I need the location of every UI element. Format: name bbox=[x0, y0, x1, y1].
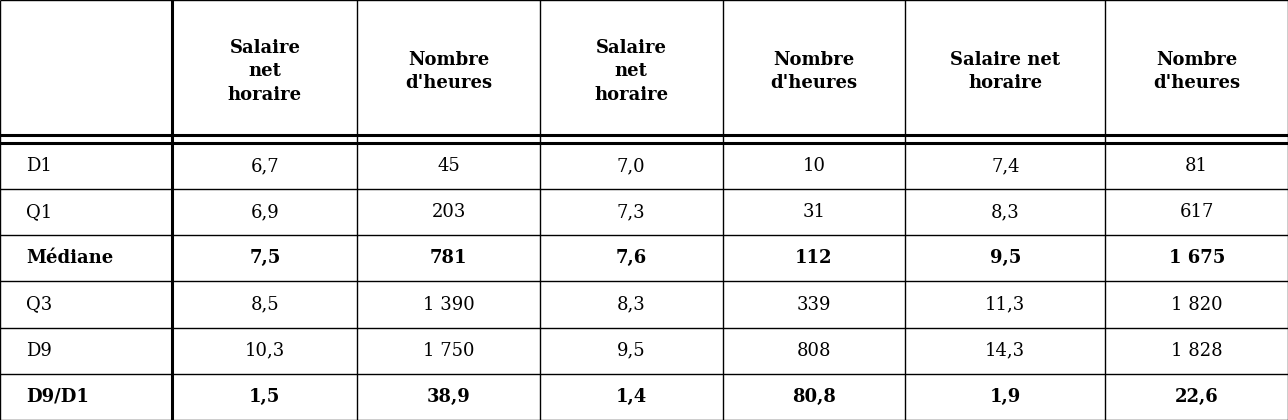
Text: 8,5: 8,5 bbox=[251, 296, 279, 313]
Text: Nombre
d'heures: Nombre d'heures bbox=[1153, 50, 1240, 92]
Text: 14,3: 14,3 bbox=[985, 342, 1025, 360]
Text: Q3: Q3 bbox=[26, 296, 52, 313]
Text: 1 750: 1 750 bbox=[422, 342, 474, 360]
Text: 6,9: 6,9 bbox=[250, 203, 279, 221]
Text: 8,3: 8,3 bbox=[990, 203, 1020, 221]
Text: D1: D1 bbox=[26, 157, 52, 175]
Text: 1 390: 1 390 bbox=[422, 296, 474, 313]
Text: 10: 10 bbox=[802, 157, 826, 175]
Text: D9: D9 bbox=[26, 342, 52, 360]
Text: 11,3: 11,3 bbox=[985, 296, 1025, 313]
Text: 81: 81 bbox=[1185, 157, 1208, 175]
Text: Nombre
d'heures: Nombre d'heures bbox=[770, 50, 858, 92]
Text: D9/D1: D9/D1 bbox=[26, 388, 89, 406]
Text: 112: 112 bbox=[795, 249, 832, 267]
Text: Médiane: Médiane bbox=[26, 249, 113, 267]
Text: 45: 45 bbox=[438, 157, 460, 175]
Text: 80,8: 80,8 bbox=[792, 388, 836, 406]
Text: 1 675: 1 675 bbox=[1168, 249, 1225, 267]
Text: 1,4: 1,4 bbox=[616, 388, 647, 406]
Text: 7,5: 7,5 bbox=[249, 249, 281, 267]
Text: Salaire
net
horaire: Salaire net horaire bbox=[228, 39, 301, 104]
Text: 1 820: 1 820 bbox=[1171, 296, 1222, 313]
Text: 1,9: 1,9 bbox=[989, 388, 1021, 406]
Text: 1,5: 1,5 bbox=[249, 388, 281, 406]
Text: 7,0: 7,0 bbox=[617, 157, 645, 175]
Text: 781: 781 bbox=[430, 249, 468, 267]
Text: 9,5: 9,5 bbox=[617, 342, 645, 360]
Text: Nombre
d'heures: Nombre d'heures bbox=[406, 50, 492, 92]
Text: 808: 808 bbox=[796, 342, 831, 360]
Text: 203: 203 bbox=[431, 203, 466, 221]
Text: 1 828: 1 828 bbox=[1171, 342, 1222, 360]
Text: 7,3: 7,3 bbox=[617, 203, 645, 221]
Text: Salaire net
horaire: Salaire net horaire bbox=[951, 50, 1060, 92]
Text: 8,3: 8,3 bbox=[617, 296, 645, 313]
Text: 6,7: 6,7 bbox=[251, 157, 279, 175]
Text: 38,9: 38,9 bbox=[426, 388, 470, 406]
Text: 7,4: 7,4 bbox=[990, 157, 1020, 175]
Text: 31: 31 bbox=[802, 203, 826, 221]
Text: 7,6: 7,6 bbox=[616, 249, 647, 267]
Text: 339: 339 bbox=[796, 296, 831, 313]
Text: 9,5: 9,5 bbox=[989, 249, 1021, 267]
Text: Q1: Q1 bbox=[26, 203, 52, 221]
Text: 10,3: 10,3 bbox=[245, 342, 285, 360]
Text: 617: 617 bbox=[1180, 203, 1213, 221]
Text: Salaire
net
horaire: Salaire net horaire bbox=[594, 39, 668, 104]
Text: 22,6: 22,6 bbox=[1175, 388, 1218, 406]
